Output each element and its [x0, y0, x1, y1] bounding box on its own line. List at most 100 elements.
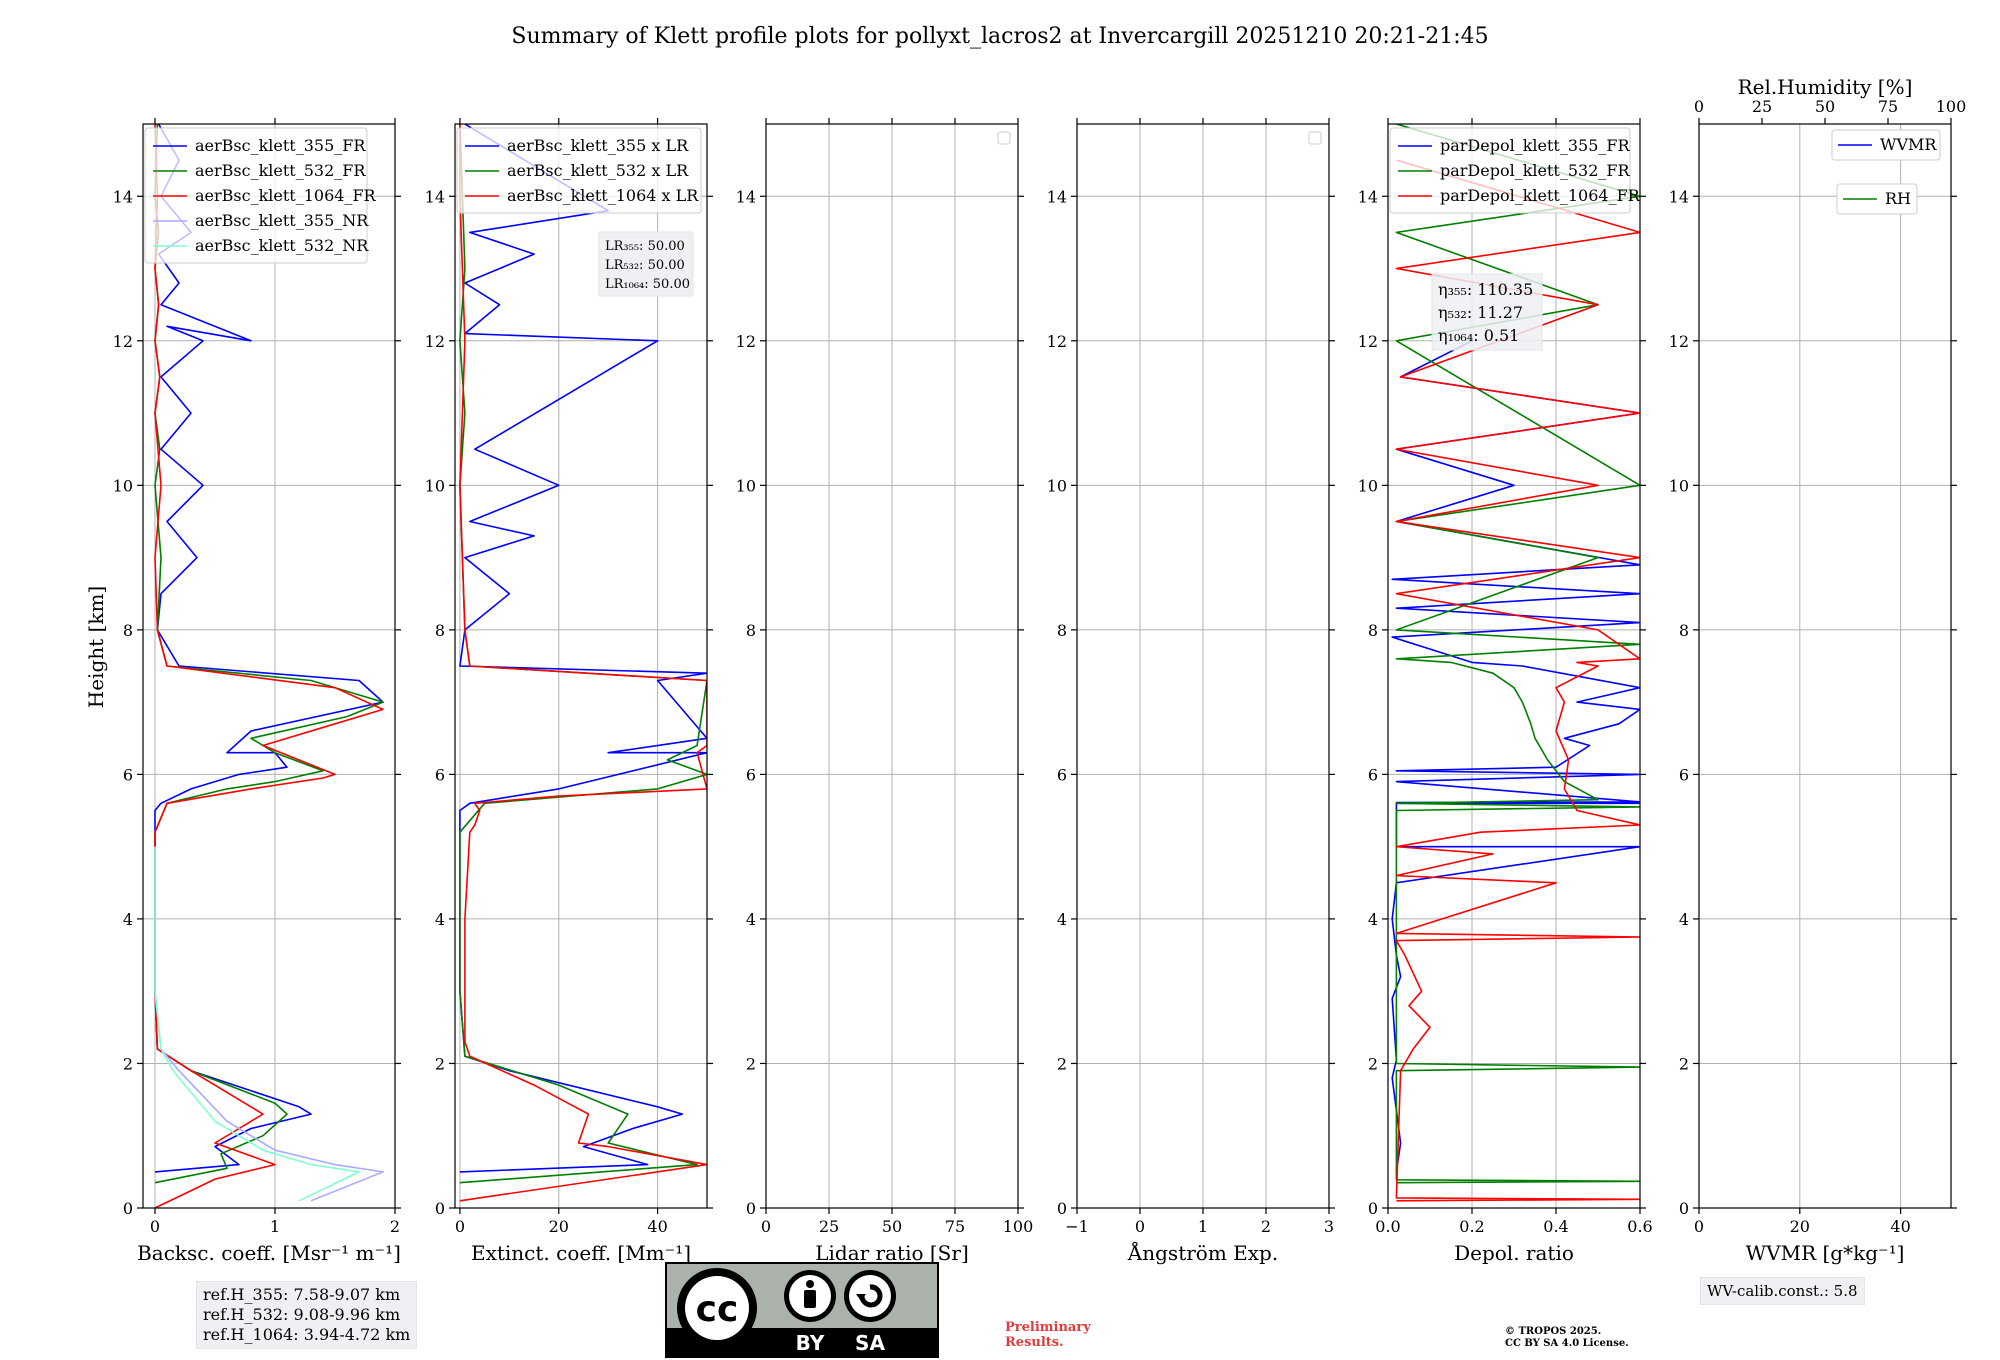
legend-label: parDepol_klett_1064_FR — [1440, 186, 1641, 205]
annotation-line: LR₁₀₆₄: 50.00 — [605, 277, 690, 292]
y-tick-label: 2 — [746, 1054, 756, 1073]
x-tick-label: 0.4 — [1543, 1217, 1568, 1236]
y-tick-label: 6 — [1679, 765, 1689, 784]
series-group — [1391, 124, 1640, 1202]
legend-label: parDepol_klett_532_FR — [1440, 161, 1631, 180]
legend-label: aerBsc_klett_355_NR — [195, 211, 369, 230]
panel-wv: 0 2 4 6 8 10 12 14 0 20 40 0 25 50 75 100 Rel.Humidity [… — [1669, 75, 1967, 1265]
series-line-aerBsc_klett_355 x LR — [459, 124, 707, 1173]
y-tick-label: 12 — [1669, 332, 1689, 351]
y-tick-label: 10 — [1358, 476, 1378, 495]
x-tick-label: 0.0 — [1375, 1217, 1400, 1236]
y-tick-label: 2 — [123, 1054, 133, 1073]
x-tick-label: 0 — [455, 1217, 465, 1236]
x-axis-label: WVMR [g*kg⁻¹] — [1746, 1241, 1905, 1265]
x-tick-label: 3 — [1324, 1217, 1334, 1236]
x-tick-label: 2 — [1261, 1217, 1271, 1236]
legend-label: aerBsc_klett_532_NR — [195, 236, 369, 255]
copyright-line-2: CC BY SA 4.0 License. — [1505, 1338, 1629, 1349]
legend-label: RH — [1885, 189, 1911, 208]
y-tick-label: 4 — [746, 910, 756, 929]
legend-label: parDepol_klett_355_FR — [1440, 136, 1631, 155]
y-tick-label: 6 — [746, 765, 756, 784]
x-tick-label: 50 — [882, 1217, 902, 1236]
series-group — [459, 124, 707, 1202]
y-tick-label: 6 — [1057, 765, 1067, 784]
x-axis-label: Extinct. coeff. [Mm⁻¹] — [471, 1241, 691, 1265]
ref-height-532: ref.H_532: 9.08-9.96 km — [203, 1305, 401, 1324]
series-line-aerBsc_klett_355_FR — [154, 124, 384, 1173]
y-tick-label: 14 — [1047, 187, 1067, 206]
series-line-parDepol_klett_355_FR — [1391, 340, 1640, 1173]
legend-label: aerBsc_klett_1064_FR — [195, 186, 377, 205]
x-axis-label: Ångström Exp. — [1127, 1240, 1278, 1265]
legend-frame — [144, 127, 368, 264]
copyright-line-1: © TROPOS 2025. — [1505, 1326, 1602, 1337]
legend-label: WVMR — [1880, 135, 1937, 154]
x-tick-label: 40 — [1890, 1217, 1910, 1236]
annotation-line: η₃₅₅: 110.35 — [1438, 280, 1533, 299]
top-x-tick-label: 50 — [1815, 97, 1835, 116]
y-tick-label: 14 — [113, 187, 133, 206]
empty-legend — [997, 131, 1011, 145]
legend-label: aerBsc_klett_1064 x LR — [507, 186, 699, 205]
y-tick-label: 4 — [435, 910, 445, 929]
figure-title: Summary of Klett profile plots for polly… — [511, 24, 1488, 49]
y-tick-label: 8 — [123, 621, 133, 640]
y-tick-label: 14 — [425, 187, 445, 206]
y-tick-label: 12 — [425, 332, 445, 351]
y-tick-label: 10 — [425, 476, 445, 495]
y-tick-label: 14 — [1358, 187, 1378, 206]
y-tick-label: 6 — [1368, 765, 1378, 784]
axes-frame — [1387, 123, 1641, 1209]
annotation-line: LR₅₃₂: 50.00 — [605, 258, 685, 273]
x-tick-label: 20 — [549, 1217, 569, 1236]
series-line-aerBsc_klett_532_FR — [154, 124, 384, 1184]
annotation-box — [598, 231, 694, 297]
annotation-line: η₅₃₂: 11.27 — [1438, 303, 1523, 322]
cc-by-label: BY — [796, 1331, 825, 1355]
x-tick-label: 20 — [1790, 1217, 1810, 1236]
depol-calibration-annotation: η₃₅₅: 110.35 η₅₃₂: 11.27 η₁₀₆₄: 0.51 — [1431, 273, 1543, 351]
top-x-tick-label: 25 — [1752, 97, 1772, 116]
y-tick-label: 10 — [1047, 476, 1067, 495]
x-tick-label: 0.2 — [1459, 1217, 1484, 1236]
y-tick-label: 12 — [1358, 332, 1378, 351]
legend: aerBsc_klett_355_FR aerBsc_klett_532_FRae… — [144, 127, 377, 264]
y-tick-label: 8 — [1057, 621, 1067, 640]
preliminary-line-2: Results. — [1005, 1335, 1064, 1350]
y-tick-label: 0 — [1679, 1199, 1689, 1218]
y-tick-label: 0 — [1368, 1199, 1378, 1218]
y-tick-label: 10 — [113, 476, 133, 495]
series-line-aerBsc_klett_355_NR — [154, 846, 384, 1202]
y-axis-label: Height [km] — [84, 586, 108, 708]
legend-box-wvmr: WVMR — [1831, 129, 1941, 161]
copyright-note: © TROPOS 2025. CC BY SA 4.0 License. — [1505, 1326, 1629, 1350]
y-tick-label: 12 — [1047, 332, 1067, 351]
y-tick-label: 12 — [736, 332, 756, 351]
series-line-aerBsc_klett_532 x LR — [459, 124, 707, 1184]
legend-label: aerBsc_klett_532 x LR — [507, 161, 689, 180]
annotation-box — [1431, 273, 1543, 351]
legend-frame — [1831, 129, 1941, 161]
x-tick-label: 0 — [761, 1217, 771, 1236]
empty-legend — [1308, 131, 1322, 145]
x-axis-label: Depol. ratio — [1454, 1241, 1574, 1265]
cc-sa-label: SA — [855, 1331, 885, 1355]
legend: parDepol_klett_355_FR parDepol_klett_532_… — [1389, 127, 1641, 214]
y-tick-label: 14 — [1669, 187, 1689, 206]
y-tick-label: 12 — [113, 332, 133, 351]
top-x-tick-label: 0 — [1694, 97, 1704, 116]
axes-frame — [142, 123, 396, 1209]
series-line-aerBsc_klett_1064 x LR — [459, 124, 707, 1202]
top-x-tick-label: 75 — [1878, 97, 1898, 116]
y-tick-label: 4 — [1057, 910, 1067, 929]
x-axis-label: Lidar ratio [Sr] — [815, 1241, 969, 1265]
lidar-ratio-annotation: LR₃₅₅: 50.00 LR₅₃₂: 50.00 LR₁₀₆₄: 50.00 — [598, 231, 694, 297]
legend-label: aerBsc_klett_532_FR — [195, 161, 366, 180]
y-tick-label: 0 — [435, 1199, 445, 1218]
legend-box-rh: RH — [1836, 183, 1918, 215]
